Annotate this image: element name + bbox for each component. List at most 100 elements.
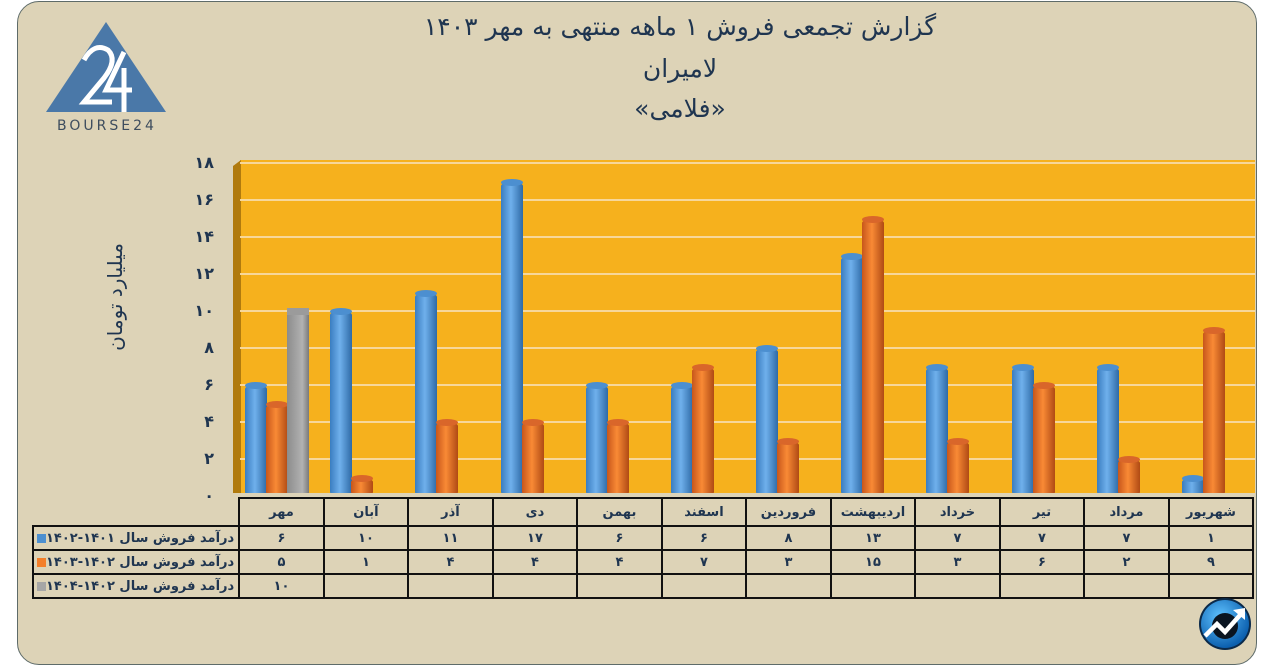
value-cell xyxy=(914,573,1001,599)
value-cell: ۴ xyxy=(491,549,579,575)
legend-label: درآمد فروش سال ۱۴۰۱-۱۴۰۲ xyxy=(46,530,235,546)
value-cell: ۹ xyxy=(1167,549,1255,575)
y-axis-label: میلیارد تومان xyxy=(103,243,127,351)
y-tick-label: ۱۸ xyxy=(194,153,214,172)
report-title: گزارش تجمعی فروش ۱ ماهه منتهی به مهر ۱۴۰… xyxy=(423,12,937,41)
legend-cell: درآمد فروش سال ۱۴۰۲-۱۴۰۳ xyxy=(31,549,241,575)
value-cell: ۳ xyxy=(914,549,1001,575)
value-cell: ۷ xyxy=(660,549,748,575)
gridline xyxy=(240,458,1255,460)
bar-series2 xyxy=(266,400,288,496)
value-cell: ۶ xyxy=(660,525,748,551)
table-row: درآمد فروش سال ۱۴۰۲-۱۴۰۴ ۱۰ xyxy=(31,573,1255,599)
trend-chart-badge-icon xyxy=(1199,598,1251,650)
value-cell: ۷ xyxy=(914,525,1001,551)
gridline xyxy=(240,421,1255,423)
value-cell: ۴ xyxy=(407,549,494,575)
bar-series1 xyxy=(841,252,864,496)
legend-cell: درآمد فروش سال ۱۴۰۲-۱۴۰۴ xyxy=(31,573,241,599)
gridline xyxy=(240,162,1255,164)
y-tick-label: ۱۶ xyxy=(194,190,214,209)
bar-series1 xyxy=(1096,363,1119,496)
value-cell: ۱ xyxy=(322,549,410,575)
value-cell xyxy=(1083,573,1170,599)
bar-series1 xyxy=(1011,363,1034,496)
month-header: تیر xyxy=(998,497,1086,527)
month-header: اسفند xyxy=(660,497,748,527)
bar-series1 xyxy=(756,345,778,496)
y-tick-label: ۴ xyxy=(204,412,214,431)
month-header: بهمن xyxy=(576,497,663,527)
month-header: دی xyxy=(491,497,579,527)
value-cell xyxy=(660,573,748,599)
table-row: درآمد فروش سال ۱۴۰۱-۱۴۰۲ ۶ ۱۰ ۱۱ ۱۷ ۶ ۶ ۸ ۱۳ ۷ ۷ ۷ ۱ xyxy=(31,525,1255,551)
bar-series2 xyxy=(606,419,629,496)
bar-series1 xyxy=(415,289,438,496)
value-cell: ۱۳ xyxy=(829,525,917,551)
value-cell xyxy=(745,573,832,599)
value-cell: ۴ xyxy=(576,549,663,575)
value-cell: ۵ xyxy=(238,549,325,575)
bar-series1 xyxy=(670,382,693,496)
value-cell: ۱۱ xyxy=(407,525,494,551)
bar-series2 xyxy=(1117,456,1140,496)
bar-series1 xyxy=(330,308,353,496)
month-header: مهر xyxy=(238,497,325,527)
value-cell: ۱۵ xyxy=(829,549,917,575)
month-header: آذر xyxy=(407,497,494,527)
y-tick-label: ۱۲ xyxy=(194,264,214,283)
value-cell: ۱۰ xyxy=(238,573,325,599)
value-cell xyxy=(998,573,1086,599)
value-cell: ۶ xyxy=(576,525,663,551)
bar-series2 xyxy=(1032,382,1055,496)
value-cell xyxy=(322,573,410,599)
value-cell xyxy=(1167,573,1255,599)
gridline xyxy=(240,199,1255,201)
y-tick-label: ۰ xyxy=(204,486,214,505)
gridline xyxy=(240,310,1255,312)
legend-label: درآمد فروش سال ۱۴۰۲-۱۴۰۳ xyxy=(46,554,235,570)
bar-series2 xyxy=(521,419,544,496)
value-cell xyxy=(491,573,579,599)
table-row: درآمد فروش سال ۱۴۰۲-۱۴۰۳ ۵ ۱ ۴ ۴ ۴ ۷ ۳ ۱۵ ۳ ۶ ۲ ۹ xyxy=(31,549,1255,575)
bar-series2 xyxy=(777,437,799,496)
value-cell: ۶ xyxy=(238,525,325,551)
bar-series1 xyxy=(1181,474,1204,496)
legend-cell: درآمد فروش سال ۱۴۰۱-۱۴۰۲ xyxy=(31,525,241,551)
gridline xyxy=(240,236,1255,238)
bar-series2 xyxy=(691,363,714,496)
value-cell: ۷ xyxy=(1083,525,1170,551)
bar-series2 xyxy=(436,419,459,496)
month-header: آبان xyxy=(322,497,410,527)
value-cell: ۱ xyxy=(1167,525,1255,551)
value-cell: ۳ xyxy=(745,549,832,575)
value-cell: ۶ xyxy=(998,549,1086,575)
bar-series2 xyxy=(862,215,885,496)
bar-series1 xyxy=(245,382,267,496)
data-table: مهر آبان آذر دی بهمن اسفند فروردین اردیبهشت خردا… xyxy=(31,497,1255,599)
value-cell: ۷ xyxy=(998,525,1086,551)
legend-swatch-icon xyxy=(37,581,46,591)
value-cell: ۲ xyxy=(1083,549,1170,575)
logo-text: BOURSE24 xyxy=(57,118,157,134)
bar-series2 xyxy=(947,437,970,496)
y-tick-label: ۱۴ xyxy=(194,227,214,246)
bar-series1 xyxy=(926,363,949,496)
bar-series1 xyxy=(500,178,523,496)
value-cell: ۸ xyxy=(745,525,832,551)
bourse24-logo-icon xyxy=(46,22,166,112)
legend-swatch-icon xyxy=(37,533,46,543)
ticker-symbol: «فلامی» xyxy=(634,94,726,123)
value-cell: ۱۷ xyxy=(491,525,579,551)
month-header: فروردین xyxy=(745,497,832,527)
month-header: اردیبهشت xyxy=(829,497,917,527)
month-header: مرداد xyxy=(1083,497,1170,527)
gridline xyxy=(240,273,1255,275)
value-cell: ۱۰ xyxy=(322,525,410,551)
month-header: خرداد xyxy=(914,497,1001,527)
value-cell xyxy=(407,573,494,599)
y-tick-label: ۸ xyxy=(204,338,214,357)
value-cell xyxy=(829,573,917,599)
y-tick-label: ۶ xyxy=(204,375,214,394)
plot-background xyxy=(240,160,1255,493)
